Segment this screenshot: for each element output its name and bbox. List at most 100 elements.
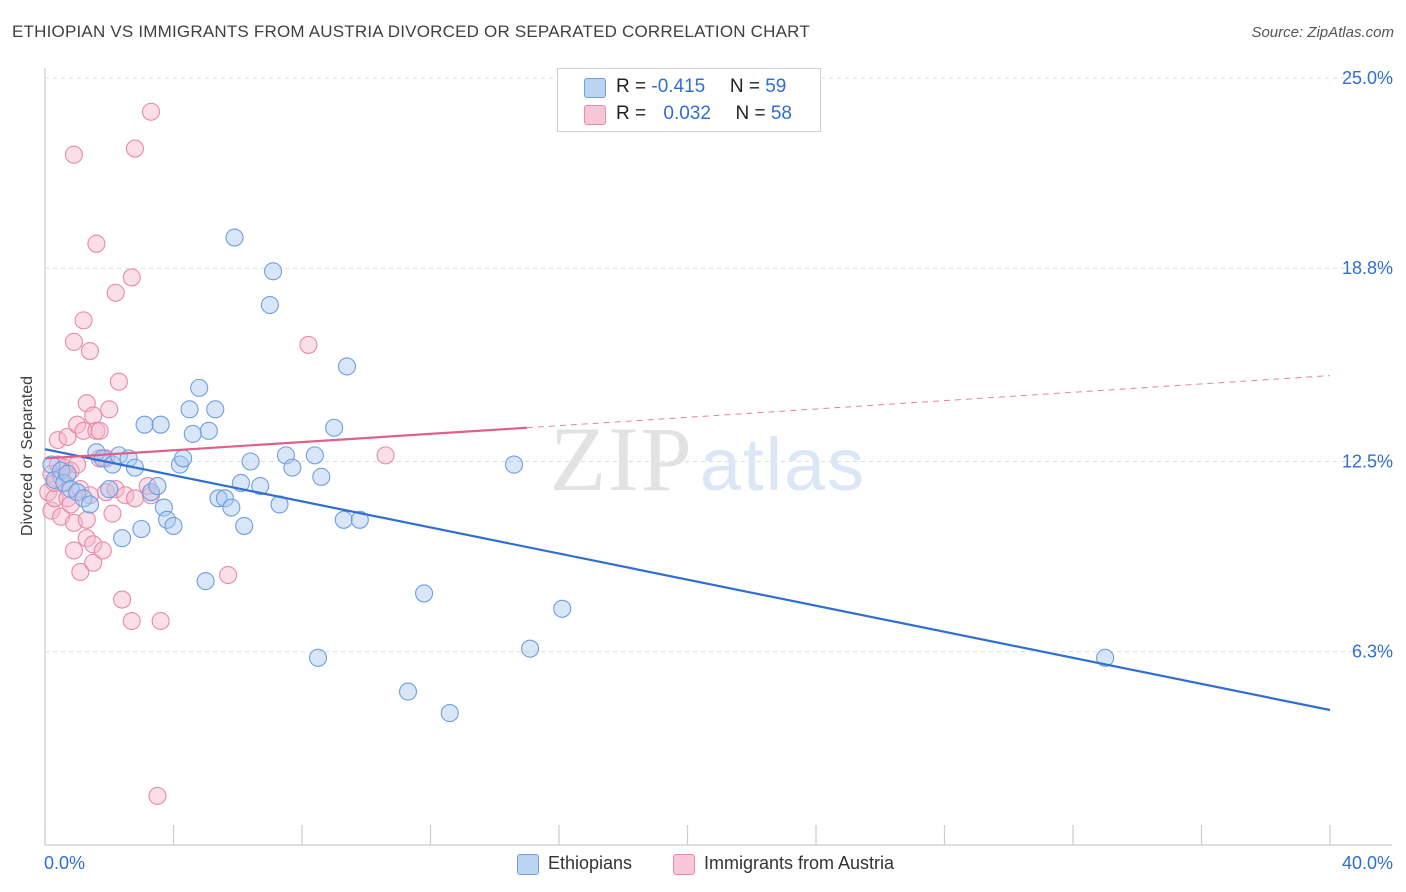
- data-point-ethiopians: [312, 467, 331, 486]
- data-point-austria: [74, 311, 93, 330]
- data-point-austria: [109, 372, 128, 391]
- data-point-ethiopians: [135, 415, 154, 434]
- data-point-ethiopians: [209, 489, 228, 508]
- data-point-ethiopians: [190, 378, 209, 397]
- data-point-ethiopians: [132, 519, 151, 539]
- y-tick-label: 12.5%: [1342, 452, 1393, 472]
- data-point-austria: [116, 486, 135, 505]
- legend-label-ethiopians: Ethiopians: [548, 853, 633, 873]
- data-point-ethiopians: [325, 418, 344, 437]
- trend-lines: [44, 375, 1331, 712]
- legend-stats-austria: R = 0.032 N = 58: [616, 103, 792, 125]
- data-point-ethiopians: [337, 357, 357, 376]
- r-label: R =: [616, 103, 652, 124]
- y-tick-label: 18.8%: [1342, 258, 1393, 278]
- n-value: 58: [770, 103, 792, 124]
- r-value: 0.032: [663, 103, 711, 124]
- data-point-ethiopians: [553, 599, 572, 618]
- data-point-ethiopians: [222, 498, 241, 517]
- data-point-austria: [151, 611, 170, 631]
- data-point-ethiopians: [180, 400, 199, 419]
- data-point-ethiopians: [174, 449, 193, 468]
- data-point-ethiopians: [241, 452, 260, 471]
- data-point-ethiopians: [113, 529, 132, 548]
- n-value: 59: [765, 76, 787, 97]
- data-point-ethiopians: [225, 228, 244, 247]
- data-point-ethiopians: [196, 572, 215, 591]
- trend-line-austria-extension: [526, 375, 1331, 429]
- series-ethiopians-points: [42, 228, 1115, 723]
- data-point-austria: [64, 541, 83, 560]
- data-point-ethiopians: [350, 510, 369, 529]
- n-label: N =: [735, 103, 771, 124]
- data-point-austria: [106, 283, 125, 302]
- grid-lines: [45, 77, 1392, 653]
- data-point-austria: [93, 541, 112, 560]
- y-tick-label: 6.3%: [1352, 642, 1393, 662]
- data-point-austria: [148, 786, 167, 805]
- legend-swatch-blue: [517, 854, 539, 875]
- data-point-austria: [125, 139, 144, 158]
- data-point-ethiopians: [504, 455, 524, 474]
- data-point-ethiopians: [235, 516, 254, 535]
- data-point-austria: [100, 400, 119, 419]
- r-label: R =: [616, 76, 652, 97]
- data-point-ethiopians: [164, 516, 183, 535]
- data-point-ethiopians: [283, 458, 302, 477]
- legend-label-austria: Immigrants from Austria: [704, 853, 895, 873]
- tick-labels: 6.3% 12.5% 18.8% 25.0% 0.0% 40.0%: [44, 68, 1393, 873]
- data-point-ethiopians: [1096, 648, 1115, 667]
- data-point-austria: [84, 406, 103, 425]
- data-point-ethiopians: [264, 262, 283, 281]
- data-point-ethiopians: [58, 464, 77, 483]
- data-point-austria: [58, 427, 77, 447]
- data-point-austria: [87, 234, 106, 253]
- source-label: Source: ZipAtlas.com: [1251, 24, 1394, 41]
- data-point-austria: [84, 535, 103, 554]
- chart-title: ETHIOPIAN VS IMMIGRANTS FROM AUSTRIA DIV…: [12, 22, 810, 41]
- data-point-austria: [80, 342, 100, 361]
- data-point-austria: [113, 590, 132, 609]
- data-point-ethiopians: [305, 446, 324, 465]
- data-point-ethiopians: [215, 489, 234, 508]
- data-point-ethiopians: [42, 455, 61, 474]
- data-point-ethiopians: [151, 415, 170, 434]
- data-point-ethiopians: [309, 648, 328, 667]
- legend-swatch-blue: [584, 78, 606, 98]
- trend-line-austria: [44, 426, 527, 460]
- data-point-austria: [122, 268, 141, 287]
- legend-swatch-pink: [584, 105, 606, 125]
- legend-swatch-pink: [673, 854, 695, 875]
- data-point-ethiopians: [80, 495, 100, 514]
- data-point-ethiopians: [199, 421, 218, 440]
- r-value: -0.415: [651, 76, 706, 97]
- watermark-zip: ZIP: [550, 408, 694, 510]
- data-point-austria: [219, 565, 238, 585]
- data-point-austria: [96, 483, 116, 502]
- data-point-austria: [64, 145, 83, 164]
- trend-line-ethiopians: [44, 448, 1331, 712]
- data-point-austria: [103, 504, 122, 523]
- data-point-ethiopians: [148, 476, 167, 496]
- data-point-ethiopians: [415, 584, 434, 603]
- data-point-austria: [90, 421, 109, 440]
- data-point-austria: [376, 446, 395, 465]
- data-point-ethiopians: [251, 476, 270, 496]
- n-label: N =: [729, 76, 766, 97]
- data-point-austria: [299, 335, 318, 354]
- axes: [44, 68, 1392, 846]
- data-point-austria: [125, 489, 144, 508]
- x-tick-label-min: 0.0%: [44, 853, 85, 873]
- data-point-ethiopians: [440, 704, 459, 723]
- y-tick-label: 25.0%: [1342, 68, 1393, 88]
- data-point-ethiopians: [206, 400, 225, 419]
- legend-stats-ethiopians: R = -0.415 N = 59: [616, 76, 786, 98]
- data-point-ethiopians: [398, 682, 418, 701]
- data-point-austria: [84, 553, 103, 572]
- watermark-atlas: atlas: [700, 423, 866, 506]
- data-point-austria: [64, 332, 83, 351]
- data-point-austria: [45, 489, 64, 508]
- x-tick-label-max: 40.0%: [1342, 853, 1393, 873]
- data-point-ethiopians: [521, 639, 540, 658]
